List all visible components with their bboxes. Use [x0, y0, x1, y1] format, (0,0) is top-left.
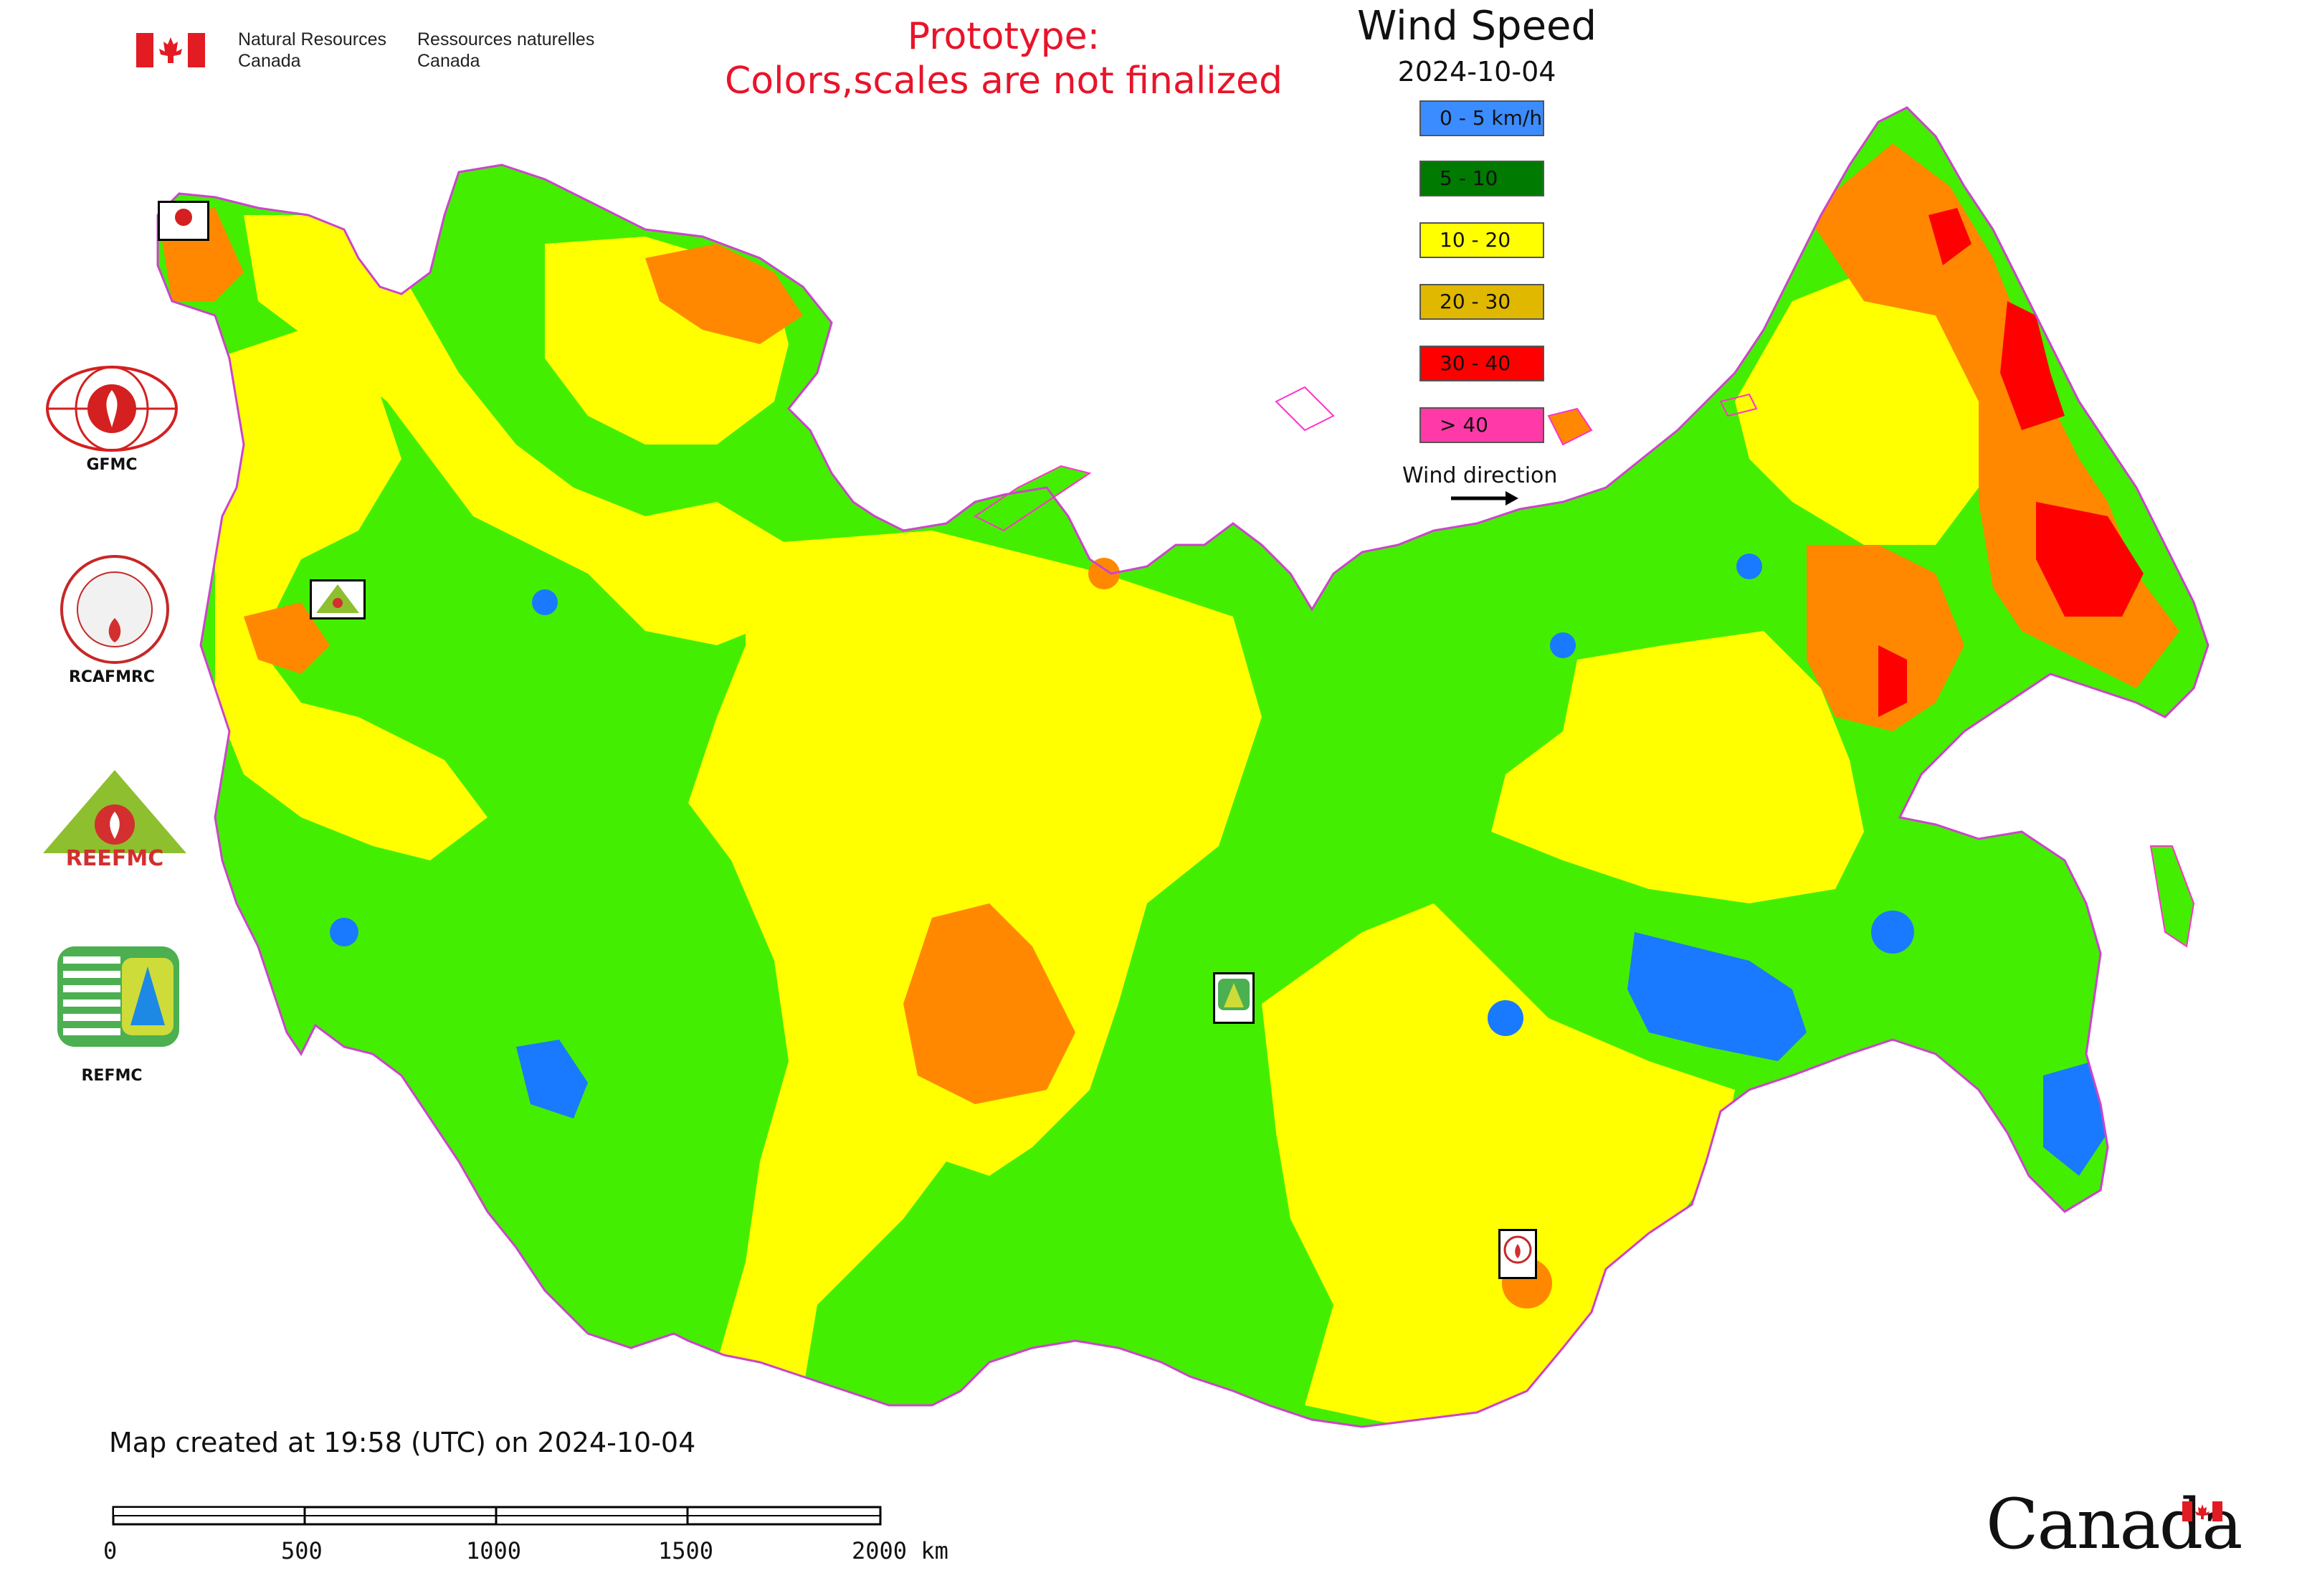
rcafmrc-logo — [57, 552, 172, 670]
orange-zone-siberia-center — [903, 903, 1075, 1104]
reefmc-marker-icon[interactable] — [310, 579, 366, 619]
novaya-zemlya — [974, 465, 1092, 532]
red-zone-kamchatka — [2000, 301, 2065, 430]
prototype-notice: Prototype: Colors,scales are not finaliz… — [724, 15, 1283, 103]
blue-spot-3 — [532, 589, 558, 615]
map-created-note: Map created at 19:58 (UTC) on 2024-10-04 — [109, 1427, 696, 1458]
yellow-zone-east — [1491, 631, 1864, 903]
legend-item-0-5: 0 - 5 km/h — [1419, 100, 1544, 136]
yellow-zone-south — [1262, 903, 1735, 1427]
canada-wordmark-flag-icon — [2182, 1501, 2222, 1525]
legend-item-10-20: 10 - 20 — [1419, 222, 1544, 258]
legend-item-5-10: 5 - 10 — [1419, 161, 1544, 196]
wrangel-island — [1719, 393, 1758, 417]
red-zone-chukotka — [1928, 208, 1972, 265]
yellow-zone-west — [215, 330, 487, 860]
map-date: 2024-10-04 — [1397, 56, 1556, 87]
blue-spot-4 — [1736, 554, 1762, 579]
legend-item-30-40: 30 - 40 — [1419, 346, 1544, 381]
yellow-zone-scandinavia — [244, 215, 789, 645]
red-zone-okhotsk — [1878, 645, 1907, 717]
rcafmrc-label: RCAFMRC — [68, 668, 156, 686]
orange-zone-chukotka-coast — [1807, 545, 1964, 731]
refmc-logo — [57, 946, 179, 1050]
orange-zone-karelia — [244, 602, 330, 674]
rcafmrc-marker-icon[interactable] — [1498, 1229, 1537, 1279]
reefmc-logo — [36, 767, 194, 885]
blue-spot-5 — [1550, 632, 1576, 658]
blue-spot-2 — [1871, 911, 1914, 954]
blue-spot-1 — [1488, 1000, 1523, 1036]
blue-spot-6 — [330, 918, 358, 946]
blue-zone-primorye — [2043, 1061, 2108, 1176]
ministry-name-fr: Ressources naturelles Canada — [417, 29, 595, 71]
new-siberian-islands — [1547, 407, 1593, 446]
orange-zone-kola-east — [645, 244, 803, 344]
red-zone-kamchatka-south — [2036, 502, 2144, 617]
yellow-zone-northeast — [1735, 272, 1979, 545]
scale-tick-1000: 1000 — [466, 1537, 522, 1564]
severnaya-zemlya — [1275, 386, 1335, 432]
refmc-label: REFMC — [81, 1067, 143, 1085]
scale-bar — [112, 1506, 886, 1538]
reefmc-logo-text: REEFMC — [65, 846, 164, 871]
gfmc-logo — [40, 358, 184, 462]
wind-direction-label: Wind direction — [1402, 463, 1558, 488]
scale-tick-2000: 2000 km — [852, 1537, 948, 1564]
gfmc-marker-icon[interactable] — [158, 201, 209, 241]
legend-item-20-30: 20 - 30 — [1419, 284, 1544, 320]
canada-flag-icon — [136, 33, 205, 67]
orange-spot-yamal — [1088, 558, 1120, 589]
map-title: Wind Speed — [1356, 3, 1597, 49]
blue-zone-amur — [1627, 932, 1807, 1061]
arctic-islands — [974, 386, 2195, 948]
refmc-marker-icon[interactable] — [1213, 972, 1255, 1024]
scale-tick-500: 500 — [281, 1537, 323, 1564]
scale-tick-1500: 1500 — [658, 1537, 714, 1564]
legend-item-over-40: > 40 — [1419, 407, 1544, 443]
ministry-name-en: Natural Resources Canada — [238, 29, 387, 71]
sakhalin — [2149, 845, 2195, 948]
gfmc-label: GFMC — [86, 456, 138, 474]
wind-direction-arrow-icon — [1448, 488, 1520, 513]
canada-wordmark: Canada — [1986, 1484, 2242, 1564]
blue-zone-caspian — [516, 1040, 588, 1118]
scale-tick-0: 0 — [103, 1537, 118, 1564]
